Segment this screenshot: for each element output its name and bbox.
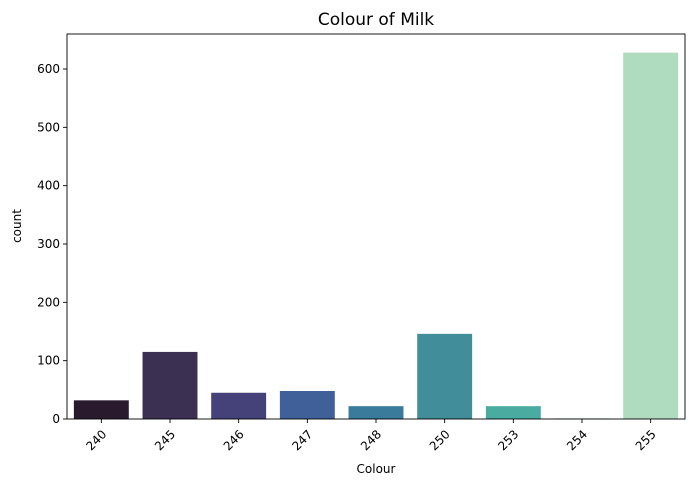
bar-245	[142, 351, 198, 419]
bar-247	[279, 391, 335, 419]
x-axis-label: Colour	[357, 462, 396, 476]
bar-255	[623, 52, 679, 420]
x-axis: 240 245 246 247 248 250 253 254 255	[83, 419, 659, 453]
plot-frame	[66, 33, 686, 420]
x-tick-label: 255	[633, 427, 659, 453]
chart-title: Colour of Milk	[318, 10, 434, 30]
y-tick-label: 200	[37, 295, 60, 309]
bars-group	[73, 52, 679, 420]
bar-250	[417, 333, 473, 419]
y-tick-label: 0	[52, 412, 60, 426]
y-tick-label: 100	[37, 354, 60, 368]
bar-253	[485, 406, 541, 419]
x-tick-label: 245	[152, 427, 178, 453]
bar-246	[211, 392, 267, 419]
x-tick-label: 253	[495, 427, 521, 453]
y-tick-label: 600	[37, 62, 60, 76]
y-axis-label: count	[10, 209, 24, 243]
bar-248	[348, 406, 404, 419]
y-tick-label: 400	[37, 179, 60, 193]
x-tick-label: 254	[564, 427, 590, 453]
x-tick-label: 247	[289, 427, 315, 453]
bar-240	[73, 400, 129, 419]
y-tick-label: 500	[37, 120, 60, 134]
y-axis: 0 100 200 300 400 500 600	[37, 62, 67, 426]
y-tick-label: 300	[37, 237, 60, 251]
x-tick-label: 248	[358, 427, 384, 453]
x-tick-label: 246	[221, 427, 247, 453]
x-tick-label: 240	[83, 427, 109, 453]
x-tick-label: 250	[427, 427, 453, 453]
